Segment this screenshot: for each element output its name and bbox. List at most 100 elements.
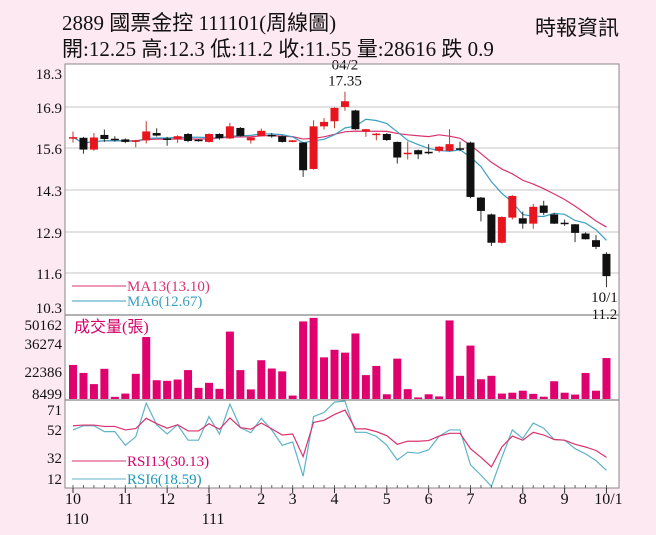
volume-bar xyxy=(445,320,454,399)
rsi-legend-label: RSI6(18.59) xyxy=(127,472,202,488)
price-tick-label: 11.6 xyxy=(36,267,62,283)
ohlc-summary: 開:12.25 高:12.3 低:11.2 收:11.55 量:28616 跌 … xyxy=(62,37,494,61)
volume-bar xyxy=(529,393,538,399)
volume-bar xyxy=(487,375,496,399)
x-tick-label: 8 xyxy=(519,491,527,508)
volume-bar xyxy=(225,331,234,399)
candle-body xyxy=(142,131,151,141)
volume-bar xyxy=(560,392,569,399)
volume-bar xyxy=(330,349,339,399)
volume-bar xyxy=(257,360,266,399)
candle-body xyxy=(225,126,234,139)
candle-body xyxy=(424,151,433,154)
candle-body xyxy=(299,142,308,171)
candle-body xyxy=(121,139,130,142)
volume-bar xyxy=(414,397,423,399)
candle-body xyxy=(497,216,506,243)
volume-bar xyxy=(173,379,182,399)
candle-body xyxy=(382,133,391,141)
price-tick-label: 18.3 xyxy=(36,67,62,83)
x-year-label: 110 xyxy=(65,511,88,528)
volume-bar xyxy=(476,379,485,399)
volume-bar xyxy=(518,390,527,399)
x-tick-label: 10/1 xyxy=(594,491,622,508)
candle-body xyxy=(79,137,88,150)
price-tick-label: 12.9 xyxy=(36,226,62,242)
candle-body xyxy=(110,138,119,141)
x-tick-label: 7 xyxy=(466,491,474,508)
volume-bar xyxy=(79,372,88,399)
candle-body xyxy=(518,218,527,224)
volume-tick-label: 8499 xyxy=(32,387,62,403)
volume-bar xyxy=(278,371,287,399)
volume-bar xyxy=(288,395,297,399)
volume-bar xyxy=(215,388,224,399)
x-tick-label: 5 xyxy=(383,491,391,508)
volume-bar xyxy=(456,375,465,399)
rsi-tick-label: 12 xyxy=(47,472,62,488)
candle-body xyxy=(330,107,339,122)
x-tick-label: 4 xyxy=(331,491,339,508)
x-tick-label: 9 xyxy=(561,491,569,508)
candle-body xyxy=(278,136,287,142)
volume-bar xyxy=(131,373,140,399)
high-value-annotation: 17.35 xyxy=(328,74,362,90)
candle-body xyxy=(476,197,485,211)
volume-bar xyxy=(581,372,590,399)
volume-bar xyxy=(69,364,77,399)
rsi-tick-label: 52 xyxy=(47,423,62,439)
candle-body xyxy=(100,134,109,140)
volume-bar xyxy=(361,375,370,399)
legend-label-ma6: MA6(12.67) xyxy=(127,294,202,310)
volume-bar xyxy=(299,321,308,399)
candle-body xyxy=(445,144,454,151)
candle-body xyxy=(204,133,213,142)
volume-bar xyxy=(382,394,391,399)
volume-bar xyxy=(100,368,109,399)
volume-bar xyxy=(497,393,506,399)
candle-body xyxy=(351,110,360,130)
rsi-line-6 xyxy=(72,400,607,488)
volume-bar xyxy=(592,390,600,399)
candle-body xyxy=(435,146,444,151)
candle-body xyxy=(550,214,559,224)
rsi-legend-label: RSI13(30.13) xyxy=(127,454,209,470)
candle-body xyxy=(215,133,224,139)
low-date-annotation: 10/1 xyxy=(591,290,618,306)
volume-bar xyxy=(403,389,412,399)
candle-body xyxy=(267,134,276,137)
candle-body xyxy=(340,101,349,107)
volume-bar xyxy=(246,389,255,399)
volume-bar xyxy=(466,345,475,399)
rsi-line-13 xyxy=(72,409,607,468)
candle-body xyxy=(456,148,465,150)
volume-bar xyxy=(424,394,433,399)
volume-bar xyxy=(110,396,119,399)
x-tick-label: 2 xyxy=(257,491,265,508)
ma13-line xyxy=(72,130,607,228)
candle-body xyxy=(246,137,255,141)
volume-bar xyxy=(539,396,548,399)
candle-body xyxy=(309,126,318,169)
volume-bar xyxy=(372,365,381,399)
price-tick-label: 14.3 xyxy=(36,184,62,200)
candle-body xyxy=(257,130,266,136)
candle-body xyxy=(320,121,329,127)
chart-title: 2889 國票金控 111101(周線圖) xyxy=(62,11,337,35)
high-date-annotation: 04/2 xyxy=(332,58,359,74)
x-tick-label: 11 xyxy=(118,491,133,508)
volume-bar xyxy=(152,380,161,399)
candle-body xyxy=(529,206,538,224)
volume-bar xyxy=(121,393,130,399)
candle-body xyxy=(372,133,381,136)
candle-body xyxy=(414,150,423,155)
volume-bar xyxy=(142,337,151,399)
x-tick-label: 3 xyxy=(289,491,297,508)
plot-frame xyxy=(64,63,620,489)
candle-body xyxy=(131,140,140,142)
candle-body xyxy=(487,214,496,243)
volume-tick-label: 22386 xyxy=(25,365,63,381)
x-year-label: 111 xyxy=(202,511,225,528)
candle-body xyxy=(184,133,193,141)
